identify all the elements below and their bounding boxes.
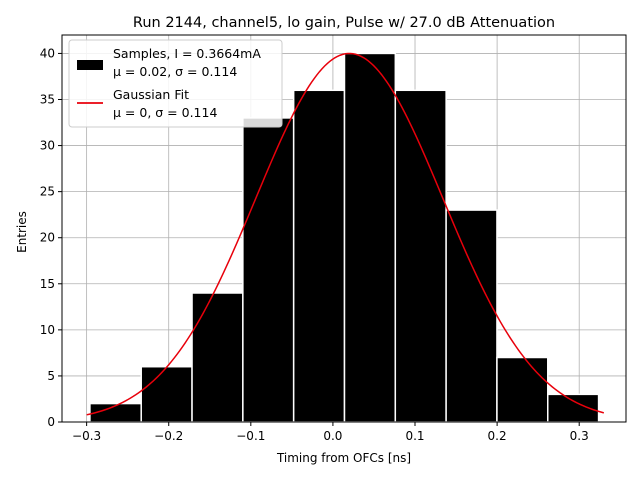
histogram-bar-3 [242,117,295,423]
x-tick-label-4: 0.1 [405,429,424,443]
histogram-bar-5 [343,52,397,423]
y-tick-label-3: 15 [40,277,55,291]
x-tick-label-2: −0.1 [236,429,265,443]
histogram-bar-4 [292,89,346,423]
y-tick-label-5: 25 [40,185,55,199]
y-axis: 0 5 10 15 20 25 30 35 40 [40,46,62,429]
histogram-bar-7 [445,209,498,423]
y-tick-label-1: 5 [47,369,55,383]
x-tick-label-3: 0.0 [323,429,342,443]
y-tick-label-2: 10 [40,323,55,337]
gaussian-fit-curve [86,52,605,416]
x-axis-label: Timing from OFCs [ns] [276,451,411,465]
histogram-bar-2 [191,292,244,423]
x-axis: −0.3 −0.2 −0.1 0.0 0.1 0.2 0.3 [72,422,589,443]
legend-samples-label: Samples, I = 0.3664mA [113,46,261,61]
x-tick-label-6: 0.3 [570,429,589,443]
histogram-bar-1 [140,365,193,423]
x-tick-label-1: −0.2 [154,429,183,443]
y-tick-label-7: 35 [40,93,55,107]
legend: Samples, I = 0.3664mA μ = 0.02, σ = 0.11… [68,39,283,128]
y-axis-label: Entries [15,211,29,253]
y-tick-label-0: 0 [47,415,55,429]
legend-samples-stats: μ = 0.02, σ = 0.114 [113,64,237,79]
histogram-bar-6 [394,89,447,423]
legend-fit-label: Gaussian Fit [113,87,189,102]
y-tick-label-4: 20 [40,231,55,245]
y-tick-label-8: 40 [40,46,55,60]
x-tick-label-0: −0.3 [72,429,101,443]
y-tick-label-6: 30 [40,139,55,153]
legend-fit-stats: μ = 0, σ = 0.114 [113,105,217,120]
histogram-bar-8 [496,356,549,423]
x-tick-label-5: 0.2 [488,429,507,443]
chart-title: Run 2144, channel5, lo gain, Pulse w/ 27… [133,15,555,31]
plot-frame [61,34,627,423]
legend-box [68,39,283,128]
legend-swatch-samples [77,60,103,70]
